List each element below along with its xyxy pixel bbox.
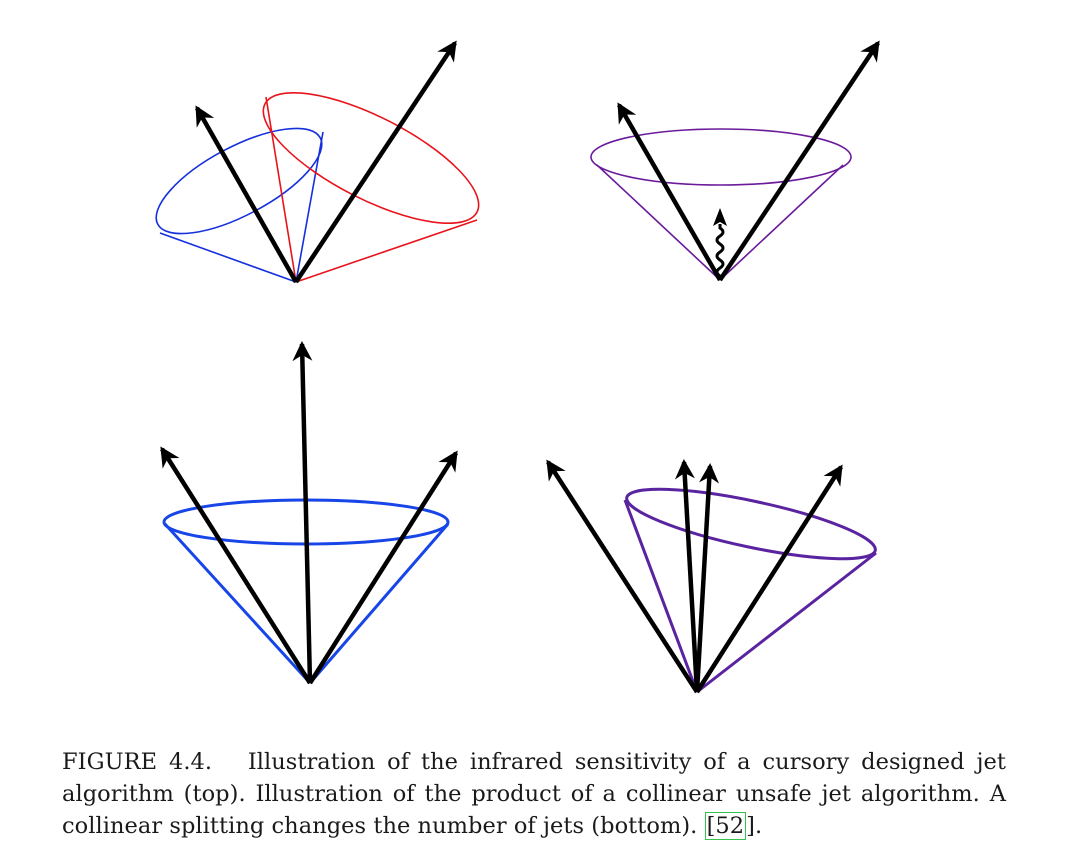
panel-top-left — [155, 40, 480, 284]
jet-arrow-split-left — [674, 459, 700, 693]
caption-period: . — [754, 813, 763, 839]
caption-line-2: algorithm (top). Illustration of the pro… — [62, 781, 1006, 807]
panel-bottom-left — [160, 341, 458, 685]
red-cone — [262, 91, 480, 283]
soft-gluon-wavy-arrow — [713, 208, 727, 278]
caption-text-1: Illustration of the infrared sensitivity… — [247, 749, 1006, 775]
jet-arrow-right — [308, 450, 458, 685]
blue-cone — [155, 127, 324, 283]
caption-text-3: collinear splitting changes the number o… — [62, 813, 698, 839]
purple-cone-bottom — [623, 487, 877, 694]
panel-bottom-right — [546, 459, 877, 694]
citation-close-bracket: ] — [746, 813, 755, 839]
caption-line-3: collinear splitting changes the number o… — [62, 810, 1006, 842]
jet-arrow-left — [617, 102, 722, 282]
caption-line-1: FIGURE 4.4. Illustration of the infrared… — [62, 746, 1006, 778]
jet-arrow-far-left — [546, 459, 699, 694]
citation-number: 52 — [715, 813, 745, 839]
purple-cone — [590, 128, 852, 281]
citation-open-bracket: [ — [706, 813, 716, 839]
jet-algorithm-figure — [155, 40, 880, 694]
figure-label: FIGURE 4.4. — [62, 749, 213, 775]
panel-top-right — [590, 40, 880, 282]
jet-arrow-right — [695, 464, 843, 694]
jet-arrow-left — [195, 105, 298, 284]
jet-arrow-center — [292, 341, 313, 684]
jet-arrow-right — [718, 40, 880, 282]
figure-caption: FIGURE 4.4. Illustration of the infrared… — [62, 746, 1006, 842]
jet-arrow-left — [160, 446, 312, 685]
jet-arrow-split-right — [694, 463, 720, 693]
citation-link[interactable]: [52 — [704, 812, 747, 840]
jet-arrow-right — [294, 40, 457, 284]
